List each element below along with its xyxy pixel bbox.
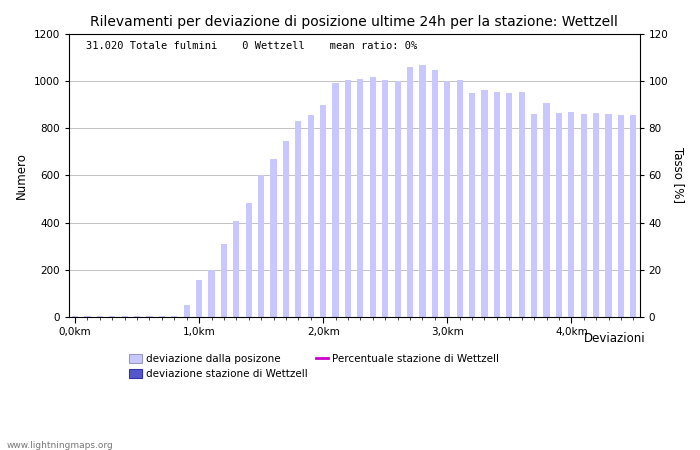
Legend: deviazione dalla posizone, deviazione stazione di Wettzell, Percentuale stazione: deviazione dalla posizone, deviazione st… — [125, 350, 503, 383]
Bar — [543, 103, 550, 317]
Text: 31.020 Totale fulmini    0 Wettzell    mean ratio: 0%: 31.020 Totale fulmini 0 Wettzell mean ra… — [86, 41, 417, 51]
Bar — [382, 80, 389, 317]
Bar — [407, 67, 413, 317]
Bar — [345, 80, 351, 317]
Bar — [109, 316, 116, 317]
Bar — [196, 280, 202, 317]
Bar — [97, 316, 103, 317]
Bar — [308, 116, 314, 317]
Bar — [122, 316, 128, 317]
Bar — [432, 70, 438, 317]
Bar — [233, 221, 239, 317]
Bar — [209, 270, 215, 317]
Text: Deviazioni: Deviazioni — [584, 332, 645, 345]
Bar — [246, 202, 252, 317]
Title: Rilevamenti per deviazione di posizione ultime 24h per la stazione: Wettzell: Rilevamenti per deviazione di posizione … — [90, 15, 618, 29]
Bar — [606, 114, 612, 317]
Bar — [419, 65, 426, 317]
Bar — [531, 114, 537, 317]
Bar — [482, 90, 488, 317]
Bar — [283, 141, 289, 317]
Text: www.lightningmaps.org: www.lightningmaps.org — [7, 441, 113, 450]
Bar — [72, 316, 78, 317]
Bar — [568, 112, 575, 317]
Bar — [593, 113, 599, 317]
Bar — [332, 82, 339, 317]
Y-axis label: Tasso [%]: Tasso [%] — [672, 148, 685, 203]
Bar — [444, 81, 450, 317]
Bar — [469, 93, 475, 317]
Y-axis label: Numero: Numero — [15, 152, 28, 199]
Bar — [320, 105, 326, 317]
Bar — [220, 244, 227, 317]
Bar — [494, 92, 500, 317]
Bar — [183, 305, 190, 317]
Bar — [134, 316, 140, 317]
Bar — [84, 316, 90, 317]
Bar — [580, 114, 587, 317]
Bar — [630, 116, 636, 317]
Bar — [370, 76, 376, 317]
Bar — [506, 93, 512, 317]
Bar — [258, 176, 264, 317]
Bar — [519, 92, 525, 317]
Bar — [456, 80, 463, 317]
Bar — [618, 116, 624, 317]
Bar — [270, 159, 276, 317]
Bar — [146, 316, 153, 317]
Bar — [395, 81, 400, 317]
Bar — [295, 122, 302, 317]
Bar — [172, 316, 177, 317]
Bar — [556, 113, 562, 317]
Bar — [357, 79, 363, 317]
Bar — [159, 316, 165, 317]
